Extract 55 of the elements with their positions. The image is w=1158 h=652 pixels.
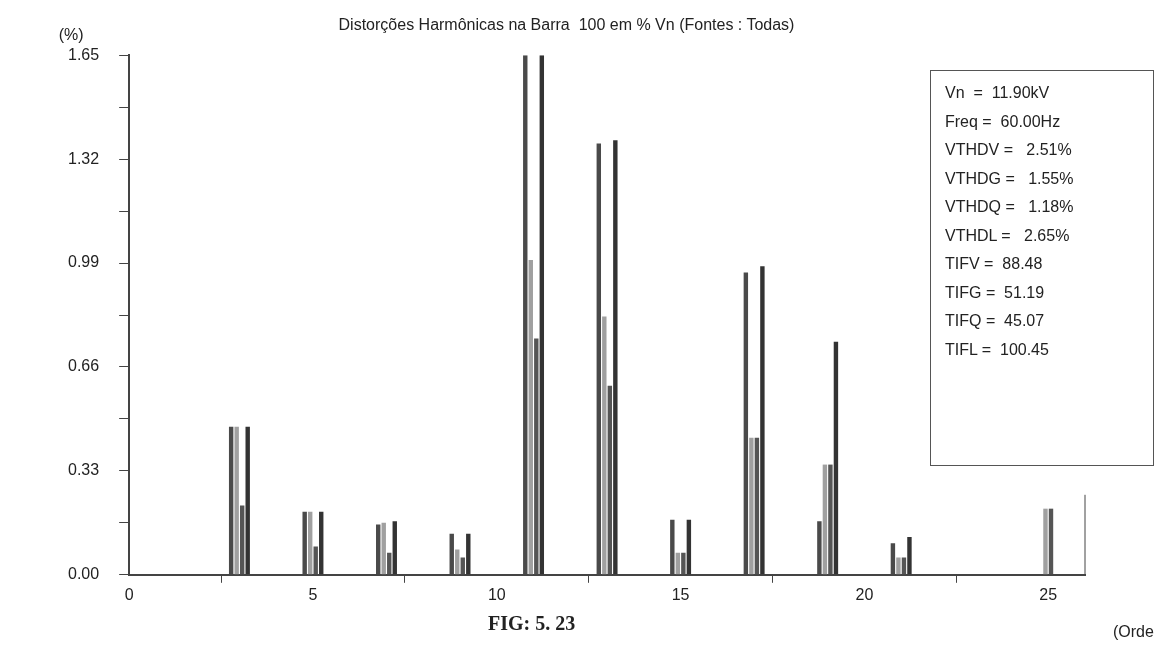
annotation: Freq = 60.00Hz	[945, 111, 1062, 132]
x-tick-label: 15	[671, 585, 690, 603]
bar	[1048, 508, 1054, 575]
annotation: Vn = 11.90kV	[945, 83, 1051, 103]
bar	[896, 557, 901, 575]
bar	[534, 338, 539, 575]
bar	[613, 140, 618, 575]
x-tick-label: 25	[1039, 585, 1058, 603]
bar	[460, 557, 465, 575]
bar	[381, 522, 386, 575]
y-tick-label: 1.65	[68, 45, 100, 63]
y-tick-label: 0.66	[68, 357, 100, 375]
x-tick-label: 5	[308, 585, 318, 603]
annotation: TIFQ = 45.07	[945, 311, 1046, 331]
bar	[528, 259, 533, 575]
x-axis-title: (Orde	[1113, 623, 1154, 641]
bar	[760, 266, 765, 575]
bar	[245, 426, 250, 575]
bar	[901, 557, 907, 575]
bar	[686, 519, 692, 575]
annotation: TIFV = 88.48	[945, 254, 1044, 274]
y-tick-label: 0.33	[68, 461, 100, 479]
bar	[466, 533, 471, 575]
bar	[239, 505, 245, 575]
x-tick-label: 0	[124, 585, 134, 603]
y-tick-label: 0.99	[68, 253, 100, 271]
bar	[313, 546, 318, 575]
bar	[833, 341, 839, 575]
bar	[308, 511, 313, 575]
annotation: TIFL = 100.45	[945, 339, 1050, 360]
bar	[1043, 508, 1048, 575]
bar	[907, 537, 912, 575]
chart-title: Distorções Harmônicas na Barra 100 em % Vn (Fontes : Todas)	[338, 16, 795, 34]
bar	[602, 316, 607, 575]
bar	[828, 464, 833, 575]
annotation: VTHDL = 2.65%	[945, 225, 1071, 246]
annotation: TIFG = 51.19	[945, 282, 1046, 303]
x-tick-label: 20	[855, 585, 874, 603]
bar	[392, 521, 397, 575]
bar	[754, 437, 760, 575]
bar	[319, 511, 324, 575]
bar	[234, 426, 239, 575]
bar	[539, 55, 545, 575]
annotation: VTHDV = 2.51%	[945, 140, 1073, 160]
annotation: VTHDQ = 1.18%	[945, 197, 1075, 217]
bar	[607, 385, 613, 575]
x-tick-label: 10	[487, 585, 506, 603]
y-tick-label: 0.00	[68, 565, 100, 583]
annotation: VTHDG = 1.55%	[945, 168, 1075, 189]
y-axis-title: (%)	[58, 25, 84, 43]
text: FIG: 5. 23	[488, 612, 576, 635]
bar	[749, 437, 754, 575]
y-tick-label: 1.32	[68, 149, 100, 167]
bar	[822, 464, 828, 575]
bar	[681, 552, 686, 575]
